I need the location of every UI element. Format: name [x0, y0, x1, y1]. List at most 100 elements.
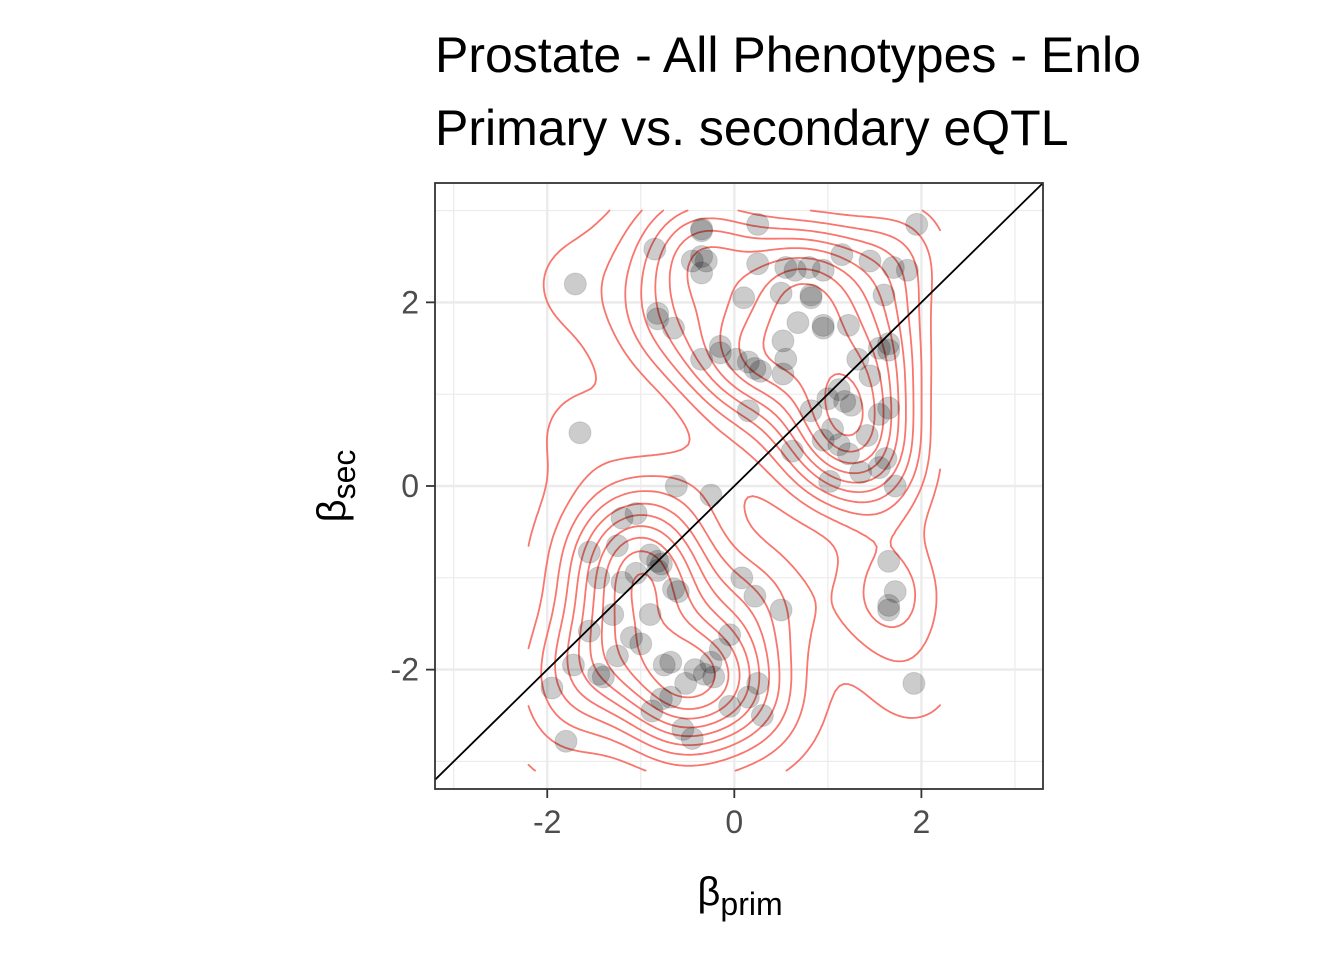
- contour-level: [824, 373, 864, 437]
- data-points: [540, 212, 929, 753]
- contour-level: [589, 246, 900, 729]
- data-point: [646, 558, 670, 582]
- data-point: [568, 421, 592, 445]
- data-point: [836, 442, 860, 466]
- data-point: [638, 603, 662, 627]
- data-point: [743, 584, 767, 608]
- data-point: [771, 329, 795, 353]
- data-point: [877, 338, 901, 362]
- data-point: [649, 552, 673, 576]
- data-point: [799, 283, 823, 307]
- contour-level: [600, 257, 893, 720]
- data-point: [605, 644, 629, 668]
- x-axis: -2 0 2: [533, 789, 930, 840]
- data-point: [619, 626, 643, 649]
- data-point: [690, 219, 714, 243]
- data-point: [883, 580, 907, 604]
- data-point: [858, 249, 882, 273]
- y-tick-label: 2: [401, 284, 419, 320]
- data-point: [895, 258, 919, 282]
- data-point: [662, 316, 686, 340]
- data-point: [830, 243, 854, 267]
- data-point: [872, 283, 896, 307]
- data-point: [690, 244, 714, 268]
- data-point: [818, 469, 842, 493]
- chart-title: Prostate - All Phenotypes - Enlo: [435, 27, 1141, 83]
- data-point: [811, 313, 835, 337]
- data-point: [540, 676, 564, 700]
- data-point: [858, 364, 882, 388]
- data-point: [746, 212, 770, 236]
- identity-line: [435, 183, 1043, 782]
- data-point: [877, 598, 901, 622]
- data-point: [624, 561, 648, 585]
- data-point: [877, 332, 901, 356]
- data-point: [883, 474, 907, 498]
- data-point: [690, 217, 714, 241]
- data-point: [664, 474, 688, 498]
- data-point: [799, 286, 823, 310]
- data-point: [610, 506, 634, 530]
- data-point: [587, 662, 611, 686]
- data-point: [816, 387, 840, 411]
- data-point: [708, 341, 732, 365]
- data-point: [652, 653, 676, 677]
- data-point: [736, 350, 760, 374]
- data-point: [769, 598, 793, 622]
- data-point: [629, 632, 653, 656]
- data-point: [746, 671, 770, 695]
- contour-level: [578, 229, 907, 738]
- data-point: [601, 603, 625, 627]
- data-point: [867, 336, 891, 360]
- data-point: [827, 378, 851, 402]
- y-axis-label-sub: sec: [326, 450, 362, 500]
- data-point: [646, 307, 670, 331]
- data-point: [577, 540, 601, 564]
- data-point: [624, 502, 648, 526]
- data-point: [694, 249, 718, 273]
- data-point: [839, 393, 863, 417]
- contour-level: [566, 217, 915, 746]
- data-point: [867, 402, 891, 426]
- data-point: [671, 717, 695, 741]
- data-point: [699, 650, 723, 674]
- y-axis: -2 0 2: [391, 284, 435, 688]
- data-point: [659, 685, 683, 709]
- data-point: [692, 662, 716, 686]
- data-point: [708, 637, 732, 661]
- x-axis-label-sub: prim: [720, 886, 782, 922]
- data-point: [811, 316, 835, 340]
- data-point: [774, 255, 798, 279]
- data-point: [690, 261, 714, 285]
- data-point: [902, 671, 926, 695]
- density-contours: [527, 209, 941, 772]
- data-point: [746, 252, 770, 276]
- data-point: [774, 347, 798, 371]
- data-point: [683, 658, 707, 682]
- data-point: [736, 685, 760, 709]
- data-point: [587, 566, 611, 590]
- contour-level: [527, 209, 941, 772]
- data-point: [783, 258, 807, 282]
- data-point: [649, 687, 673, 711]
- data-point: [674, 671, 698, 695]
- data-point: [610, 570, 634, 594]
- data-point: [780, 439, 804, 463]
- data-point: [743, 356, 767, 380]
- data-point: [591, 665, 615, 689]
- data-point: [640, 699, 664, 723]
- data-point: [769, 281, 793, 305]
- data-point: [659, 650, 683, 674]
- y-axis-label-base: β: [310, 499, 354, 522]
- contour-level: [527, 209, 941, 772]
- data-point: [811, 258, 835, 282]
- data-point: [836, 313, 860, 337]
- contour-level: [630, 283, 876, 699]
- chart-subtitle: Primary vs. secondary eQTL: [435, 100, 1069, 156]
- data-point: [561, 653, 585, 677]
- data-point: [646, 301, 670, 325]
- data-point: [749, 359, 773, 383]
- data-point: [718, 694, 742, 718]
- data-point: [730, 566, 754, 590]
- data-point: [680, 249, 704, 273]
